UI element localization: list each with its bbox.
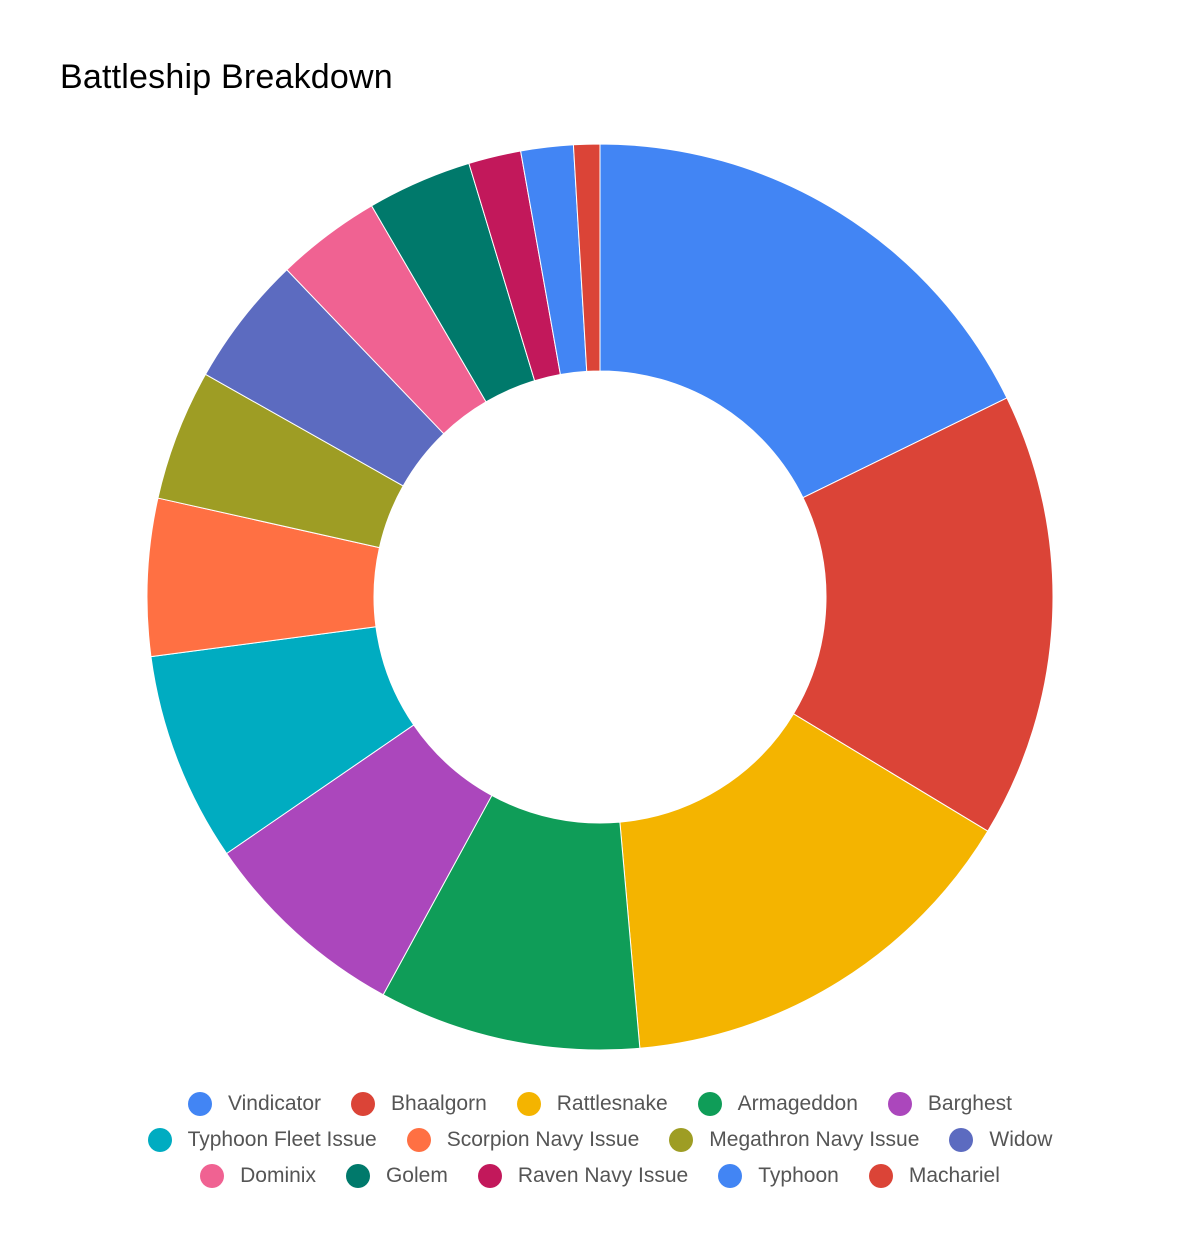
donut-slice-machariel[interactable] (572, 143, 601, 372)
legend-item[interactable]: Golem (345, 1164, 448, 1188)
legend-item[interactable]: Bhaalgorn (351, 1092, 487, 1116)
legend-label: Raven Navy Issue (517, 1164, 689, 1187)
legend-swatch-icon (188, 1092, 212, 1116)
legend-label: Megathron Navy Issue (709, 1128, 920, 1151)
legend-item[interactable]: Megathron Navy Issue (669, 1128, 919, 1152)
legend-item[interactable]: Typhoon (718, 1164, 839, 1188)
legend-swatch-icon (669, 1128, 694, 1152)
legend-item[interactable]: Machariel (868, 1164, 1000, 1188)
legend-item[interactable]: Vindicator (188, 1092, 321, 1116)
legend-swatch-icon (697, 1092, 722, 1116)
legend-label: Machariel (908, 1164, 1000, 1187)
legend-label: Rattlesnake (556, 1092, 668, 1115)
legend-label: Golem (385, 1164, 448, 1187)
legend-label: Vindicator (228, 1092, 322, 1115)
legend-item[interactable]: Scorpion Navy Issue (406, 1128, 640, 1152)
legend-swatch-icon (406, 1128, 431, 1152)
legend-label: Typhoon Fleet Issue (187, 1128, 377, 1151)
legend-item[interactable]: Armageddon (697, 1092, 858, 1116)
legend-swatch-icon (516, 1092, 541, 1116)
legend-swatch-icon (718, 1164, 743, 1188)
legend-item[interactable]: Dominix (200, 1164, 316, 1188)
legend-swatch-icon (887, 1092, 912, 1116)
legend-label: Scorpion Navy Issue (446, 1128, 640, 1151)
chart-legend: Vindicator Bhaalgorn Rattlesnake Armageddon… (0, 1086, 1200, 1194)
legend-label: Armageddon (737, 1092, 858, 1115)
legend-label: Barghest (927, 1092, 1012, 1115)
chart-title: Battleship Breakdown (60, 58, 393, 96)
legend-swatch-icon (868, 1164, 893, 1188)
legend-item[interactable]: Widow (949, 1128, 1052, 1152)
legend-swatch-icon (147, 1128, 172, 1152)
legend-row: Vindicator Bhaalgorn Rattlesnake Armageddon… (0, 1086, 1200, 1122)
legend-label: Bhaalgorn (391, 1092, 487, 1115)
legend-row: Typhoon Fleet Issue Scorpion Navy Issue Me… (0, 1122, 1200, 1158)
legend-swatch-icon (351, 1092, 376, 1116)
legend-row: Dominix Golem Raven Navy Issue Typhoon Macha… (0, 1158, 1200, 1194)
legend-swatch-icon (345, 1164, 370, 1188)
legend-item[interactable]: Typhoon Fleet Issue (147, 1128, 377, 1152)
legend-item[interactable]: Rattlesnake (516, 1092, 668, 1116)
legend-item[interactable]: Barghest (887, 1092, 1012, 1116)
legend-swatch-icon (200, 1164, 225, 1188)
legend-label: Dominix (240, 1164, 316, 1187)
legend-item[interactable]: Raven Navy Issue (477, 1164, 689, 1188)
legend-swatch-icon (949, 1128, 974, 1152)
donut-slice-rattlesnake[interactable] (619, 713, 989, 1049)
donut-slice-vindicator[interactable] (599, 143, 1008, 499)
legend-label: Typhoon (758, 1164, 839, 1187)
donut-slice-bhaalgorn[interactable] (792, 397, 1054, 832)
legend-swatch-icon (477, 1164, 502, 1188)
legend-label: Widow (989, 1128, 1053, 1151)
